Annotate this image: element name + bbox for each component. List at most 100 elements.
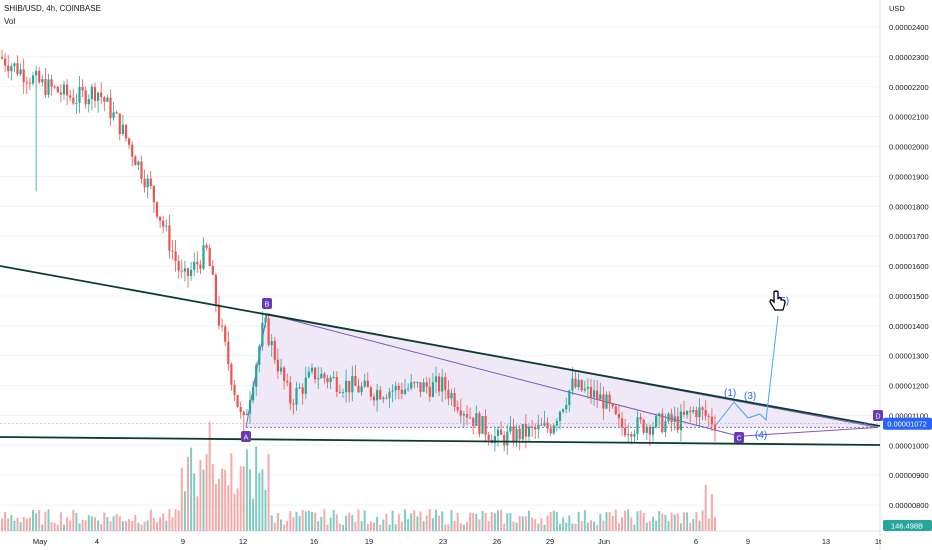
candle-body — [376, 390, 379, 401]
volume-bar — [320, 516, 323, 531]
volume-bar — [670, 512, 673, 531]
volume-bar — [1, 518, 3, 531]
resistance-trendline — [0, 265, 881, 427]
volume-bar — [221, 468, 224, 531]
candle-body — [165, 225, 168, 227]
volume-bar — [13, 520, 16, 531]
candle-body — [357, 385, 360, 393]
candle-body — [704, 409, 707, 416]
candle-body — [217, 304, 221, 326]
symbol-title: SHIB/USD, 4h, COINBASE — [4, 4, 101, 13]
volume-bar — [431, 518, 434, 531]
candle-body — [434, 376, 438, 383]
volume-bar — [400, 521, 403, 531]
volume-bar — [35, 513, 38, 531]
candle-body — [4, 58, 7, 66]
candle-body — [314, 367, 317, 380]
volume-bar — [549, 511, 552, 531]
candle-body — [493, 436, 496, 444]
time-tick-label: 16 — [310, 537, 318, 546]
volume-bar — [69, 520, 72, 531]
price-tick-label: 0.00001600 — [889, 262, 929, 271]
price-tick-label: 0.00000800 — [889, 501, 929, 510]
volume-bar — [342, 524, 344, 531]
candle-body — [59, 92, 62, 95]
candle-body — [87, 99, 90, 105]
candle-body — [174, 251, 177, 262]
volume-bar — [10, 515, 13, 531]
price-tick-label: 0.00001500 — [889, 292, 929, 301]
candle-body — [354, 375, 357, 386]
volume-bar — [636, 511, 639, 531]
volume-bar — [537, 523, 540, 531]
volume-bar — [63, 524, 65, 531]
volume-bar — [323, 509, 326, 531]
volume-bar — [44, 511, 47, 531]
volume-bar — [648, 521, 651, 531]
volume-bar — [701, 510, 704, 531]
candle-body — [648, 426, 651, 435]
candle-body — [149, 178, 152, 187]
volume-indicator-label[interactable]: Vol — [4, 17, 16, 26]
volume-bar — [565, 522, 568, 531]
candle-body — [400, 389, 403, 394]
candle-body — [608, 394, 611, 404]
volume-bar — [450, 510, 453, 531]
volume-bar — [617, 523, 620, 531]
volume-bar — [466, 522, 468, 531]
volume-bar — [484, 513, 487, 531]
candle-body — [670, 413, 673, 422]
candle-body — [664, 421, 667, 433]
candle-body — [137, 161, 140, 166]
volume-bar — [574, 523, 577, 531]
price-tick-label: 0.00002000 — [889, 143, 929, 152]
volume-value: 146.498B — [891, 522, 923, 531]
candle-body — [168, 225, 171, 251]
volume-bar — [317, 521, 320, 531]
candle-body — [540, 424, 543, 426]
candle-body — [385, 397, 388, 399]
volume-bar — [524, 516, 527, 531]
candle-body — [292, 403, 295, 405]
candle-body — [69, 95, 72, 98]
candle-body — [118, 113, 121, 135]
volume-bar — [307, 510, 310, 531]
candle-body — [692, 409, 695, 413]
time-tick-label: May — [33, 537, 47, 546]
candle-body — [425, 382, 428, 387]
candle-body — [177, 261, 180, 271]
volume-bar — [506, 513, 509, 531]
candle-body — [537, 424, 540, 430]
volume-bar — [503, 523, 506, 531]
volume-bar — [304, 511, 307, 531]
candle-body — [372, 396, 376, 401]
volume-bar — [475, 513, 478, 531]
volume-bar — [639, 510, 642, 531]
candle-body — [224, 326, 227, 342]
price-tick-label: 0.00001200 — [889, 382, 929, 391]
volume-bar — [518, 515, 521, 531]
volume-bar — [115, 514, 118, 531]
candle-body — [701, 407, 704, 410]
candle-body — [558, 411, 562, 422]
price-tick-label: 0.00002100 — [889, 113, 929, 122]
candle-body — [611, 403, 614, 407]
candle-body — [645, 426, 648, 433]
volume-bar — [131, 520, 134, 531]
volume-bar — [472, 512, 475, 531]
candle-body — [673, 416, 676, 422]
candle-body — [273, 341, 276, 360]
volume-bar — [602, 520, 605, 531]
volume-bar — [658, 510, 661, 531]
candle-body — [379, 390, 382, 400]
volume-bar — [159, 517, 162, 531]
volume-bar — [710, 494, 713, 531]
volume-bar — [128, 519, 131, 531]
candle-body — [155, 202, 159, 217]
candle-body — [208, 247, 211, 266]
candle-body — [159, 216, 162, 221]
volume-bar — [276, 512, 279, 531]
candle-body — [329, 377, 332, 383]
volume-bar — [676, 513, 679, 531]
